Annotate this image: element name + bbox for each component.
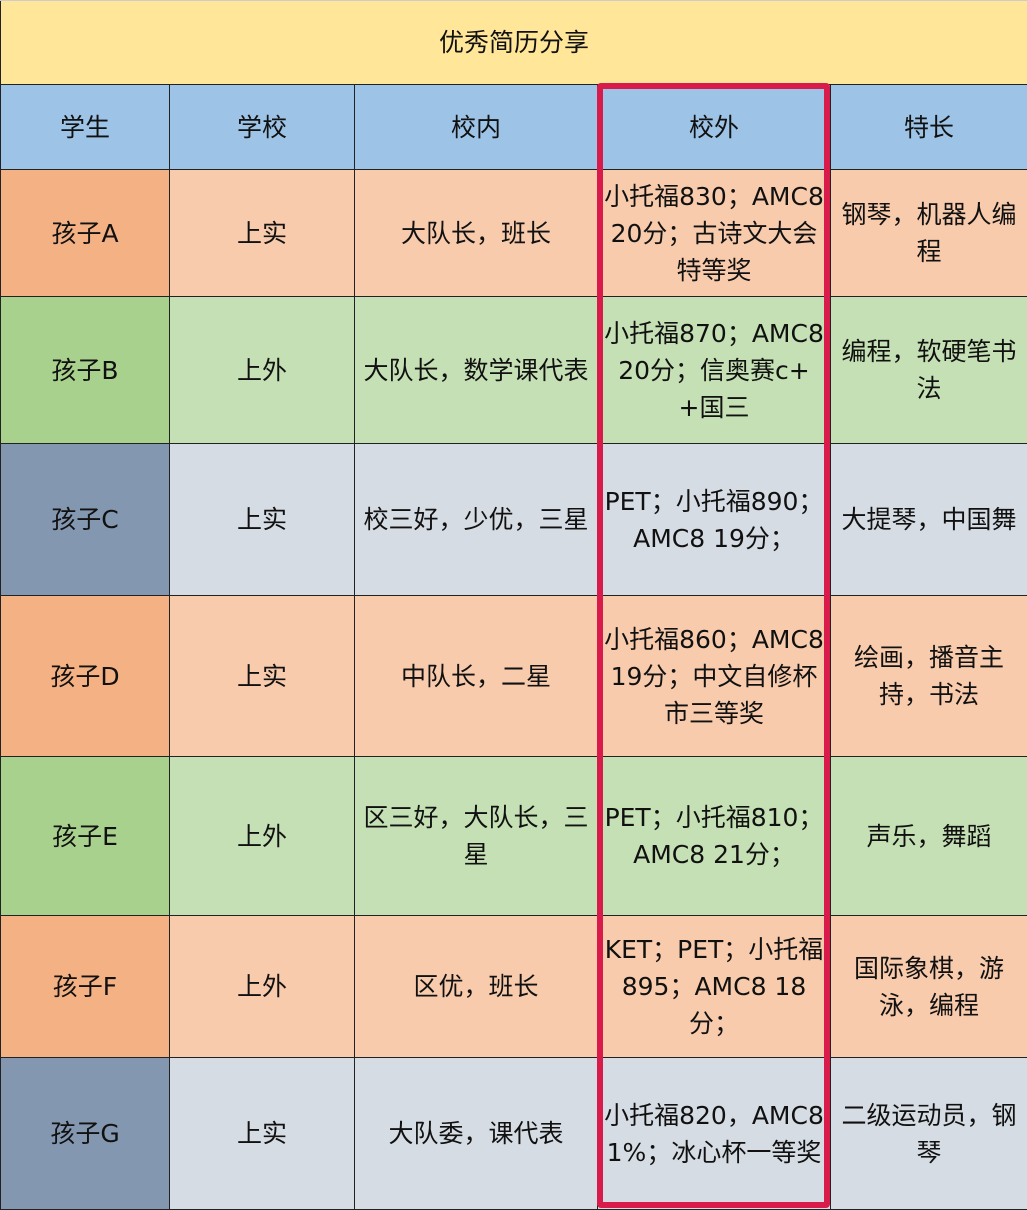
cell-student: 孩子G [1,1058,170,1210]
cell-school: 上外 [170,916,355,1058]
table-title: 优秀简历分享 [1,1,1027,85]
cell-in-school: 中队长，二星 [355,596,598,757]
header-specialty: 特长 [831,85,1027,170]
cell-school: 上实 [170,596,355,757]
cell-specialty: 声乐，舞蹈 [831,757,1027,916]
cell-school: 上实 [170,1058,355,1210]
cell-student: 孩子A [1,170,170,297]
cell-specialty: 二级运动员，钢琴 [831,1058,1027,1210]
cell-specialty: 编程，软硬笔书法 [831,297,1027,444]
header-student: 学生 [1,85,170,170]
cell-in-school: 大队长，数学课代表 [355,297,598,444]
cell-school: 上外 [170,757,355,916]
cell-specialty: 钢琴，机器人编程 [831,170,1027,297]
cell-school: 上实 [170,444,355,596]
cell-out-school: PET；小托福890；AMC8 19分； [598,444,831,596]
cell-in-school: 校三好，少优，三星 [355,444,598,596]
cell-student: 孩子D [1,596,170,757]
cell-in-school: 大队长，班长 [355,170,598,297]
cell-in-school: 区三好，大队长，三星 [355,757,598,916]
cell-school: 上实 [170,170,355,297]
cell-out-school: PET；小托福810；AMC8 21分； [598,757,831,916]
cell-specialty: 绘画，播音主持，书法 [831,596,1027,757]
cell-out-school: 小托福830；AMC8 20分；古诗文大会特等奖 [598,170,831,297]
cell-student: 孩子E [1,757,170,916]
cell-in-school: 区优，班长 [355,916,598,1058]
cell-out-school: 小托福820，AMC8 1%；冰心杯一等奖 [598,1058,831,1210]
header-school: 学校 [170,85,355,170]
cell-in-school: 大队委，课代表 [355,1058,598,1210]
cell-out-school: KET；PET；小托福895；AMC8 18分； [598,916,831,1058]
cell-specialty: 国际象棋，游泳，编程 [831,916,1027,1058]
cell-student: 孩子F [1,916,170,1058]
cell-specialty: 大提琴，中国舞 [831,444,1027,596]
cell-out-school: 小托福860；AMC8 19分；中文自修杯市三等奖 [598,596,831,757]
cell-out-school: 小托福870；AMC8 20分；信奥赛c++国三 [598,297,831,444]
cell-school: 上外 [170,297,355,444]
header-in-school: 校内 [355,85,598,170]
cell-student: 孩子B [1,297,170,444]
header-out-school: 校外 [598,85,831,170]
header-row: 学生 学校 校内 校外 特长 [1,85,1027,170]
cell-student: 孩子C [1,444,170,596]
